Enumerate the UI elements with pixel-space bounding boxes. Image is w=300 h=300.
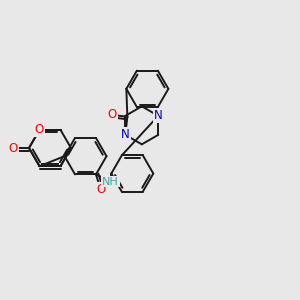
Text: N: N [154,109,163,122]
Text: O: O [35,123,44,136]
Text: NH: NH [102,176,119,187]
Text: O: O [108,108,117,121]
Text: O: O [8,142,18,154]
Text: O: O [96,183,105,196]
Text: N: N [121,128,130,141]
